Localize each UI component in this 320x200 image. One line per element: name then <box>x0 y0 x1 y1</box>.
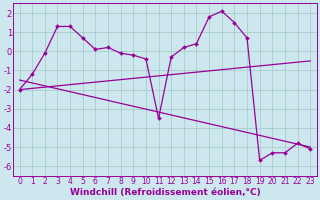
X-axis label: Windchill (Refroidissement éolien,°C): Windchill (Refroidissement éolien,°C) <box>69 188 260 197</box>
